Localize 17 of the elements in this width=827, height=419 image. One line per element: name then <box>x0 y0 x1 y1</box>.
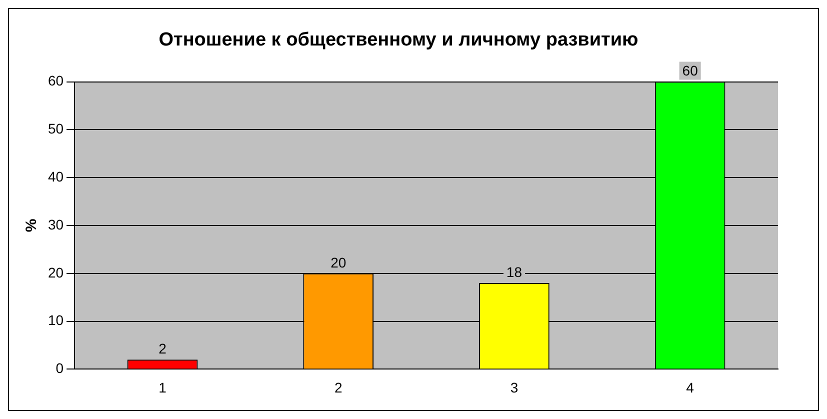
x-tick-label: 2 <box>334 379 342 396</box>
y-tick-label: 20 <box>48 264 64 280</box>
y-tick-label: 60 <box>48 72 64 89</box>
chart-title: Отношение к общественному и личному развитию <box>158 30 638 51</box>
y-tick-label: 40 <box>48 168 64 184</box>
y-axis-title: % <box>23 218 40 232</box>
y-tick-label: 10 <box>48 312 64 328</box>
data-label: 60 <box>682 62 698 79</box>
x-tick-label: 4 <box>686 379 694 396</box>
y-tick-label: 50 <box>48 120 64 137</box>
y-tick-label: 30 <box>48 216 64 232</box>
x-tick-label: 3 <box>510 379 518 396</box>
data-label: 20 <box>330 254 346 270</box>
y-tick-label: 0 <box>56 360 64 376</box>
data-label: 18 <box>506 264 522 280</box>
data-label: 2 <box>158 340 167 356</box>
x-tick-label: 1 <box>158 379 167 396</box>
